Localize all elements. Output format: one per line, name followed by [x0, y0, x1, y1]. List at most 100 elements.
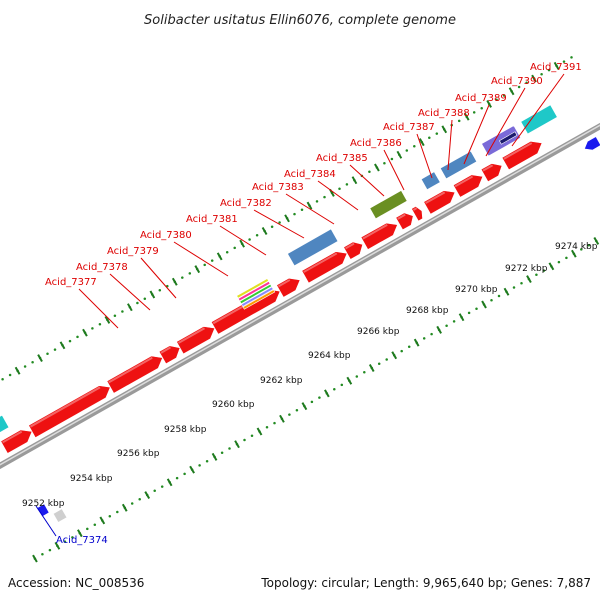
scale-dot-bottom — [400, 349, 403, 353]
gene-leader-line — [78, 288, 119, 329]
olive-feature — [369, 190, 408, 220]
scale-tick-bottom — [571, 249, 577, 258]
gene-label: Acid_7385 — [316, 153, 368, 164]
backbone-line — [0, 122, 600, 470]
cds-arrow-shine — [503, 142, 533, 160]
scale-tick-bottom — [234, 440, 240, 449]
scale-dot-top — [76, 335, 79, 339]
gene-leader-line — [463, 104, 490, 165]
steelblue-feature — [420, 171, 441, 191]
scale-dot-top — [525, 81, 528, 85]
scale-tick-bottom — [481, 300, 487, 309]
scale-tick-top — [149, 290, 156, 299]
cds-arrow — [480, 163, 503, 183]
scale-tick-bottom — [548, 262, 555, 271]
scale-tick-bottom — [189, 465, 195, 474]
scale-dot-bottom — [41, 553, 44, 556]
gene-label: Acid_7388 — [418, 108, 470, 119]
scale-dot-bottom — [587, 243, 591, 247]
scale-tick-label: 9254 kbp — [70, 474, 113, 484]
gene-leader-line — [317, 180, 359, 211]
steelblue-feature — [287, 228, 339, 267]
cds-arrow — [0, 429, 33, 454]
scale-dot-bottom — [452, 320, 456, 323]
scale-tick-label: 9270 kbp — [455, 285, 498, 295]
scale-dot-bottom — [377, 362, 381, 366]
gene-label: Acid_7379 — [107, 246, 159, 257]
scale-dot-bottom — [220, 451, 224, 454]
gene-label: Acid_7381 — [186, 214, 238, 225]
cds-arrow — [423, 190, 456, 215]
scale-dot-top — [113, 314, 117, 317]
scale-tick-label: 9266 kbp — [357, 327, 400, 337]
scale-tick-top — [127, 303, 133, 312]
scale-tick-bottom — [166, 478, 173, 487]
cds-arrow — [360, 222, 398, 250]
gene-leader-line — [173, 241, 229, 277]
scale-dot-top — [53, 348, 57, 351]
cyan-feature — [0, 414, 10, 433]
scale-dot-top — [368, 170, 371, 173]
scale-tick-top — [463, 112, 470, 121]
scale-tick-bottom — [144, 491, 151, 500]
scale-dot-top — [203, 263, 206, 267]
scale-tick-bottom — [301, 402, 308, 411]
scale-dot-top — [143, 297, 147, 301]
scale-dot-top — [225, 250, 229, 254]
scale-dot-top — [98, 322, 102, 326]
scale-dot-bottom — [93, 523, 97, 526]
cds-arrow — [301, 251, 348, 284]
scale-dot-top — [547, 68, 551, 72]
scale-tick-top — [194, 265, 201, 274]
scale-tick-label: 9272 kbp — [505, 264, 548, 274]
scale-dot-top — [435, 132, 439, 135]
cds-arrow-shine — [345, 242, 355, 250]
scale-dot-bottom — [108, 514, 112, 518]
scale-dot-top — [210, 259, 214, 262]
scale-dot-top — [480, 106, 483, 110]
scale-tick-top — [216, 252, 223, 261]
scale-dot-bottom — [445, 324, 448, 327]
scale-dot-top — [495, 98, 498, 101]
scale-dot-top — [338, 187, 341, 190]
scale-tick-top — [171, 277, 178, 286]
scale-dot-bottom — [288, 413, 291, 416]
scale-dot-bottom — [153, 489, 156, 493]
scale-tick-top — [59, 341, 66, 350]
cds-arrow — [158, 345, 181, 365]
gene-label: Acid_7387 — [383, 122, 435, 133]
scale-dot-bottom — [467, 311, 471, 315]
scale-dot-bottom — [138, 498, 141, 501]
scale-tick-top — [306, 201, 313, 210]
scale-dot-bottom — [310, 400, 314, 404]
cds-arrow-shine — [278, 279, 291, 288]
scale-dot-bottom — [295, 409, 299, 412]
gene-leader-line — [447, 119, 453, 171]
annotation-stripe — [236, 278, 269, 299]
scale-tick-bottom — [211, 452, 218, 461]
blue-arrow — [583, 136, 600, 151]
scale-dot-top — [233, 246, 236, 250]
annotation-stripe — [240, 286, 274, 307]
scale-tick-top — [82, 328, 88, 337]
scale-dot-bottom — [63, 540, 67, 543]
grey-feature — [52, 508, 68, 523]
scale-dot-bottom — [580, 248, 583, 251]
cds-arrow-shine — [160, 346, 171, 354]
scale-tick-top — [239, 239, 245, 248]
scale-dot-bottom — [243, 438, 246, 442]
scale-tick-bottom — [121, 503, 128, 512]
scale-dot-bottom — [565, 256, 568, 260]
genome-backbone — [0, 122, 600, 470]
annotation-stripe — [237, 280, 271, 302]
scale-dot-bottom — [273, 421, 276, 425]
accession-text: Accession: NC_008536 — [8, 576, 144, 590]
scale-dot-bottom — [250, 434, 254, 438]
scale-dot-bottom — [385, 358, 388, 361]
scale-tick-top — [418, 138, 425, 147]
cds-arrow — [343, 241, 364, 260]
gene-leader-line — [219, 225, 267, 256]
scale-dot-bottom — [183, 472, 186, 476]
scale-tick-bottom — [368, 364, 375, 372]
